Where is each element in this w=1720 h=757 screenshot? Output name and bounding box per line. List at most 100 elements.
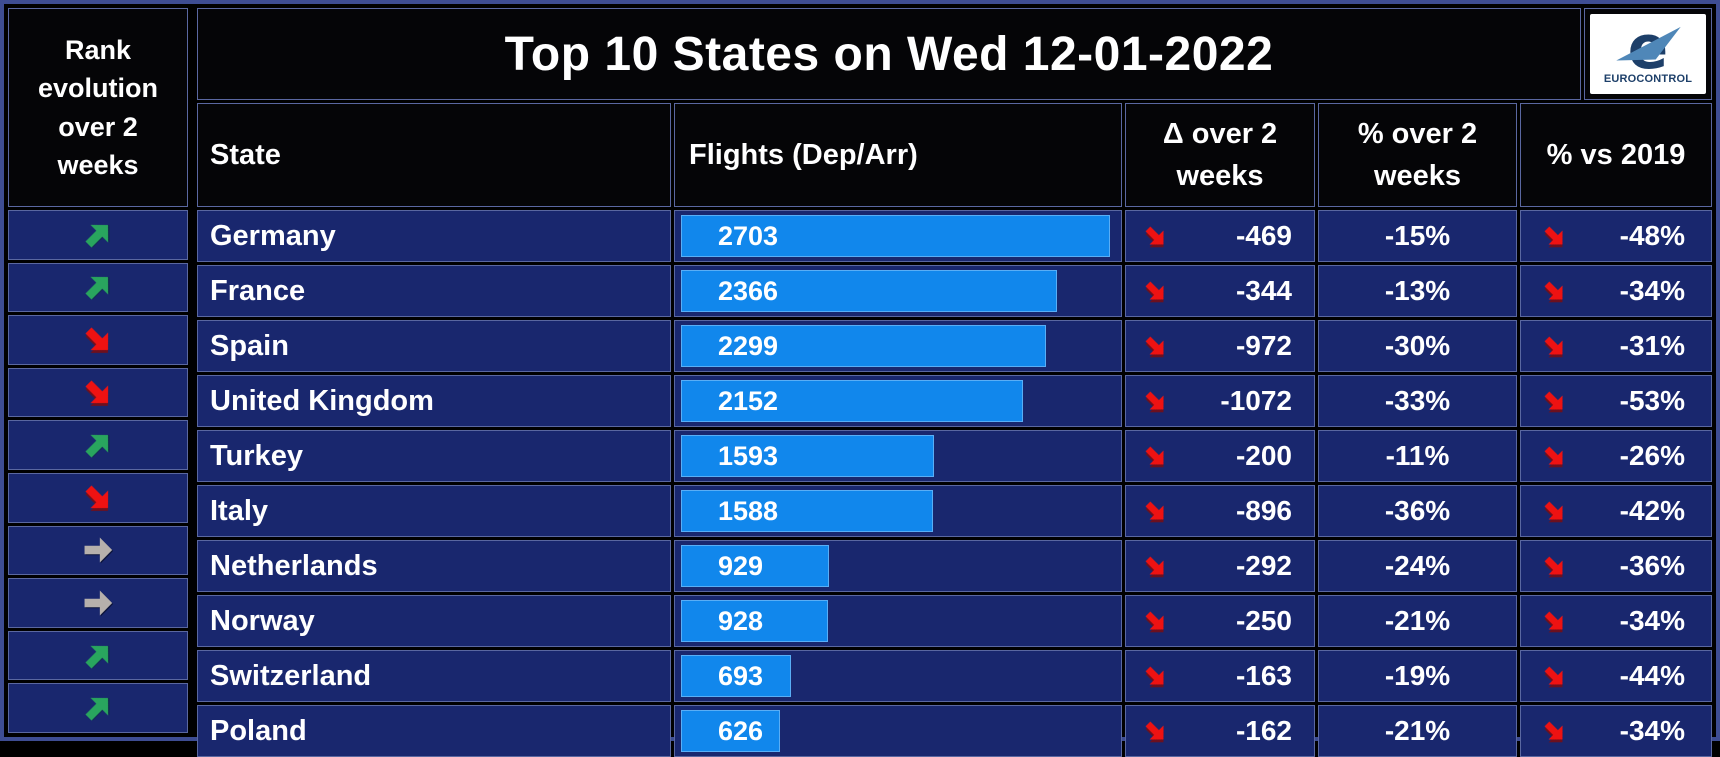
rank-trend-arrow-icon: [81, 481, 115, 515]
delta-over-2-weeks-cell: -292: [1125, 540, 1315, 592]
eurocontrol-logo: e EUROCONTROL: [1590, 14, 1706, 94]
rank-trend-arrow-icon: [81, 218, 115, 252]
rank-column-cells: [8, 210, 188, 733]
flights-cell: 2366: [674, 265, 1122, 317]
eurocontrol-emblem-icon: e: [1616, 23, 1681, 73]
table-row: Switzerland 693 -163 -19% -44%: [197, 650, 1712, 702]
flights-bar: 2299: [681, 325, 1047, 367]
title-cell: Top 10 States on Wed 12-01-2022: [197, 8, 1581, 100]
flights-cell: 2299: [674, 320, 1122, 372]
delta-over-2-weeks-cell: -896: [1125, 485, 1315, 537]
header-pct-vs-2019: % vs 2019: [1520, 103, 1712, 207]
delta-over-2-weeks-value: -250: [1235, 605, 1292, 636]
delta-over-2-weeks-cell: -162: [1125, 705, 1315, 757]
table-row: Italy 1588 -896 -36% -42%: [197, 485, 1712, 537]
rank-trend-cell: [8, 262, 188, 313]
delta-trend-arrow-icon: [1142, 608, 1169, 635]
flights-value: 693: [718, 660, 764, 691]
pct-vs-2019-value: -36%: [1619, 550, 1685, 581]
pct-vs-2019-value: -26%: [1619, 440, 1685, 471]
table-row: United Kingdom 2152 -1072 -33% -53%: [197, 375, 1712, 427]
state-cell: Norway: [197, 595, 671, 647]
header-delta-over-2-weeks: Δ over 2 weeks: [1125, 103, 1315, 207]
delta-over-2-weeks-value: -469: [1235, 220, 1292, 251]
pct-over-2-weeks-value: -36%: [1384, 495, 1451, 526]
delta-over-2-weeks-cell: -200: [1125, 430, 1315, 482]
pct-over-2-weeks-cell: -13%: [1318, 265, 1517, 317]
pct-vs-2019-cell: -48%: [1520, 210, 1712, 262]
flights-cell: 1593: [674, 430, 1122, 482]
flights-value: 626: [718, 715, 764, 746]
flights-bar: 2703: [681, 215, 1111, 257]
vs2019-trend-arrow-icon: [1541, 278, 1568, 305]
flights-value: 2299: [718, 330, 779, 361]
state-cell: Poland: [197, 705, 671, 757]
flights-bar: 626: [681, 710, 781, 752]
delta-trend-arrow-icon: [1142, 388, 1169, 415]
state-cell: Italy: [197, 485, 671, 537]
rank-trend-arrow-icon: [81, 639, 115, 673]
page-title: Top 10 States on Wed 12-01-2022: [504, 27, 1274, 81]
rank-trend-cell: [8, 315, 188, 365]
table-row: Poland 626 -162 -21% -34%: [197, 705, 1712, 757]
flights-bar: 929: [681, 545, 829, 587]
delta-trend-arrow-icon: [1142, 663, 1169, 690]
delta-over-2-weeks-cell: -344: [1125, 265, 1315, 317]
table-body-area: Top 10 States on Wed 12-01-2022 e EUROCO…: [197, 8, 1712, 757]
pct-over-2-weeks-cell: -21%: [1318, 595, 1517, 647]
pct-over-2-weeks-value: -19%: [1384, 660, 1451, 691]
state-cell: Turkey: [197, 430, 671, 482]
delta-over-2-weeks-value: -1072: [1220, 385, 1292, 416]
delta-over-2-weeks-value: -972: [1235, 330, 1292, 361]
pct-vs-2019-cell: -36%: [1520, 540, 1712, 592]
table-row: Germany 2703 -469 -15% -48%: [197, 210, 1712, 262]
rank-trend-arrow-icon: [81, 428, 115, 462]
pct-vs-2019-cell: -34%: [1520, 595, 1712, 647]
pct-over-2-weeks-value: -21%: [1384, 605, 1451, 636]
delta-trend-arrow-icon: [1142, 443, 1169, 470]
rank-trend-cell: [8, 525, 188, 576]
flights-value: 2703: [718, 220, 779, 251]
flights-cell: 693: [674, 650, 1122, 702]
pct-over-2-weeks-value: -11%: [1385, 440, 1450, 471]
state-name: Turkey: [210, 439, 303, 472]
title-row: Top 10 States on Wed 12-01-2022 e EUROCO…: [197, 8, 1712, 100]
header-state: State: [197, 103, 671, 207]
rank-trend-arrow-icon: [81, 323, 115, 357]
flights-cell: 929: [674, 540, 1122, 592]
table-row: Spain 2299 -972 -30% -31%: [197, 320, 1712, 372]
table-row: Turkey 1593 -200 -11% -26%: [197, 430, 1712, 482]
rank-trend-cell: [8, 210, 188, 260]
state-cell: Netherlands: [197, 540, 671, 592]
state-name: Poland: [210, 714, 307, 747]
pct-vs-2019-value: -34%: [1619, 275, 1685, 306]
delta-trend-arrow-icon: [1142, 333, 1169, 360]
state-cell: United Kingdom: [197, 375, 671, 427]
vs2019-trend-arrow-icon: [1541, 718, 1568, 745]
pct-over-2-weeks-cell: -11%: [1318, 430, 1517, 482]
state-cell: France: [197, 265, 671, 317]
rank-trend-arrow-icon: [81, 270, 115, 304]
pct-vs-2019-cell: -42%: [1520, 485, 1712, 537]
pct-over-2-weeks-cell: -19%: [1318, 650, 1517, 702]
pct-over-2-weeks-cell: -21%: [1318, 705, 1517, 757]
delta-over-2-weeks-value: -200: [1235, 440, 1292, 471]
flights-cell: 928: [674, 595, 1122, 647]
pct-vs-2019-value: -44%: [1619, 660, 1685, 691]
pct-over-2-weeks-value: -15%: [1384, 220, 1451, 251]
pct-vs-2019-cell: -53%: [1520, 375, 1712, 427]
delta-trend-arrow-icon: [1142, 498, 1169, 525]
pct-vs-2019-value: -31%: [1619, 330, 1685, 361]
flights-cell: 1588: [674, 485, 1122, 537]
rank-trend-arrow-icon: [81, 533, 115, 567]
flights-value: 1593: [718, 440, 779, 471]
delta-over-2-weeks-cell: -163: [1125, 650, 1315, 702]
pct-over-2-weeks-cell: -15%: [1318, 210, 1517, 262]
state-name: United Kingdom: [210, 384, 434, 417]
table-row: France 2366 -344 -13% -34%: [197, 265, 1712, 317]
pct-over-2-weeks-value: -13%: [1384, 275, 1451, 306]
delta-over-2-weeks-cell: -1072: [1125, 375, 1315, 427]
header-flights: Flights (Dep/Arr): [674, 103, 1122, 207]
state-name: France: [210, 274, 306, 307]
